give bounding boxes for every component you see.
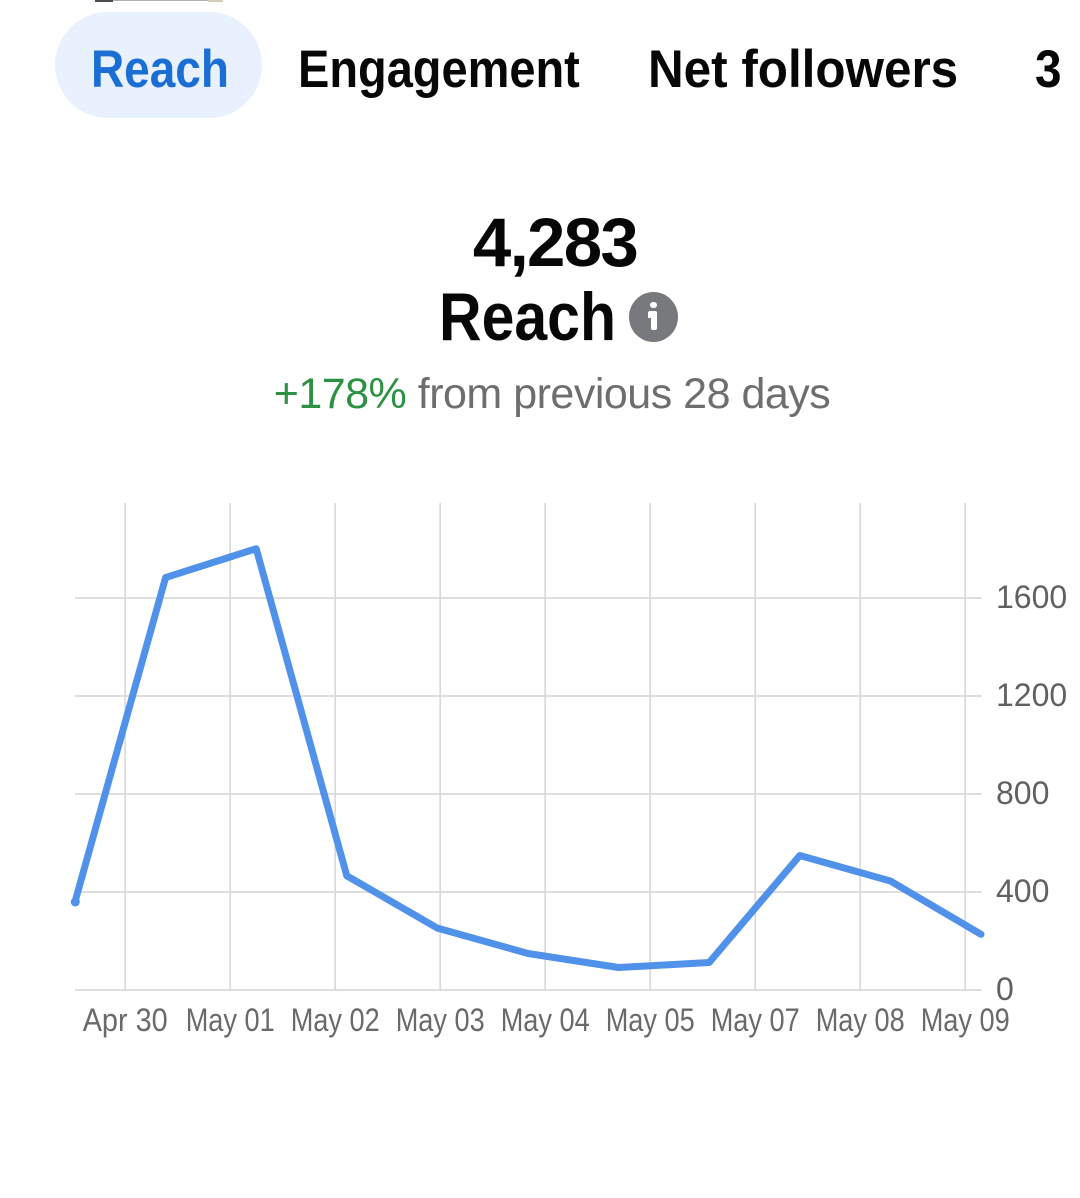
svg-text:May 02: May 02 xyxy=(291,1002,380,1038)
svg-text:May 07: May 07 xyxy=(711,1002,800,1038)
svg-text:1200: 1200 xyxy=(996,677,1067,713)
svg-text:May 03: May 03 xyxy=(396,1002,485,1038)
svg-text:1600: 1600 xyxy=(996,579,1067,615)
svg-text:May 09: May 09 xyxy=(921,1002,1010,1038)
svg-text:May 08: May 08 xyxy=(816,1002,905,1038)
svg-text:May 05: May 05 xyxy=(606,1002,695,1038)
svg-text:May 01: May 01 xyxy=(186,1002,275,1038)
svg-text:May 04: May 04 xyxy=(501,1002,590,1038)
svg-text:400: 400 xyxy=(996,873,1049,909)
svg-text:Apr 30: Apr 30 xyxy=(83,1002,168,1038)
svg-text:0: 0 xyxy=(996,971,1014,1007)
svg-text:800: 800 xyxy=(996,775,1049,811)
